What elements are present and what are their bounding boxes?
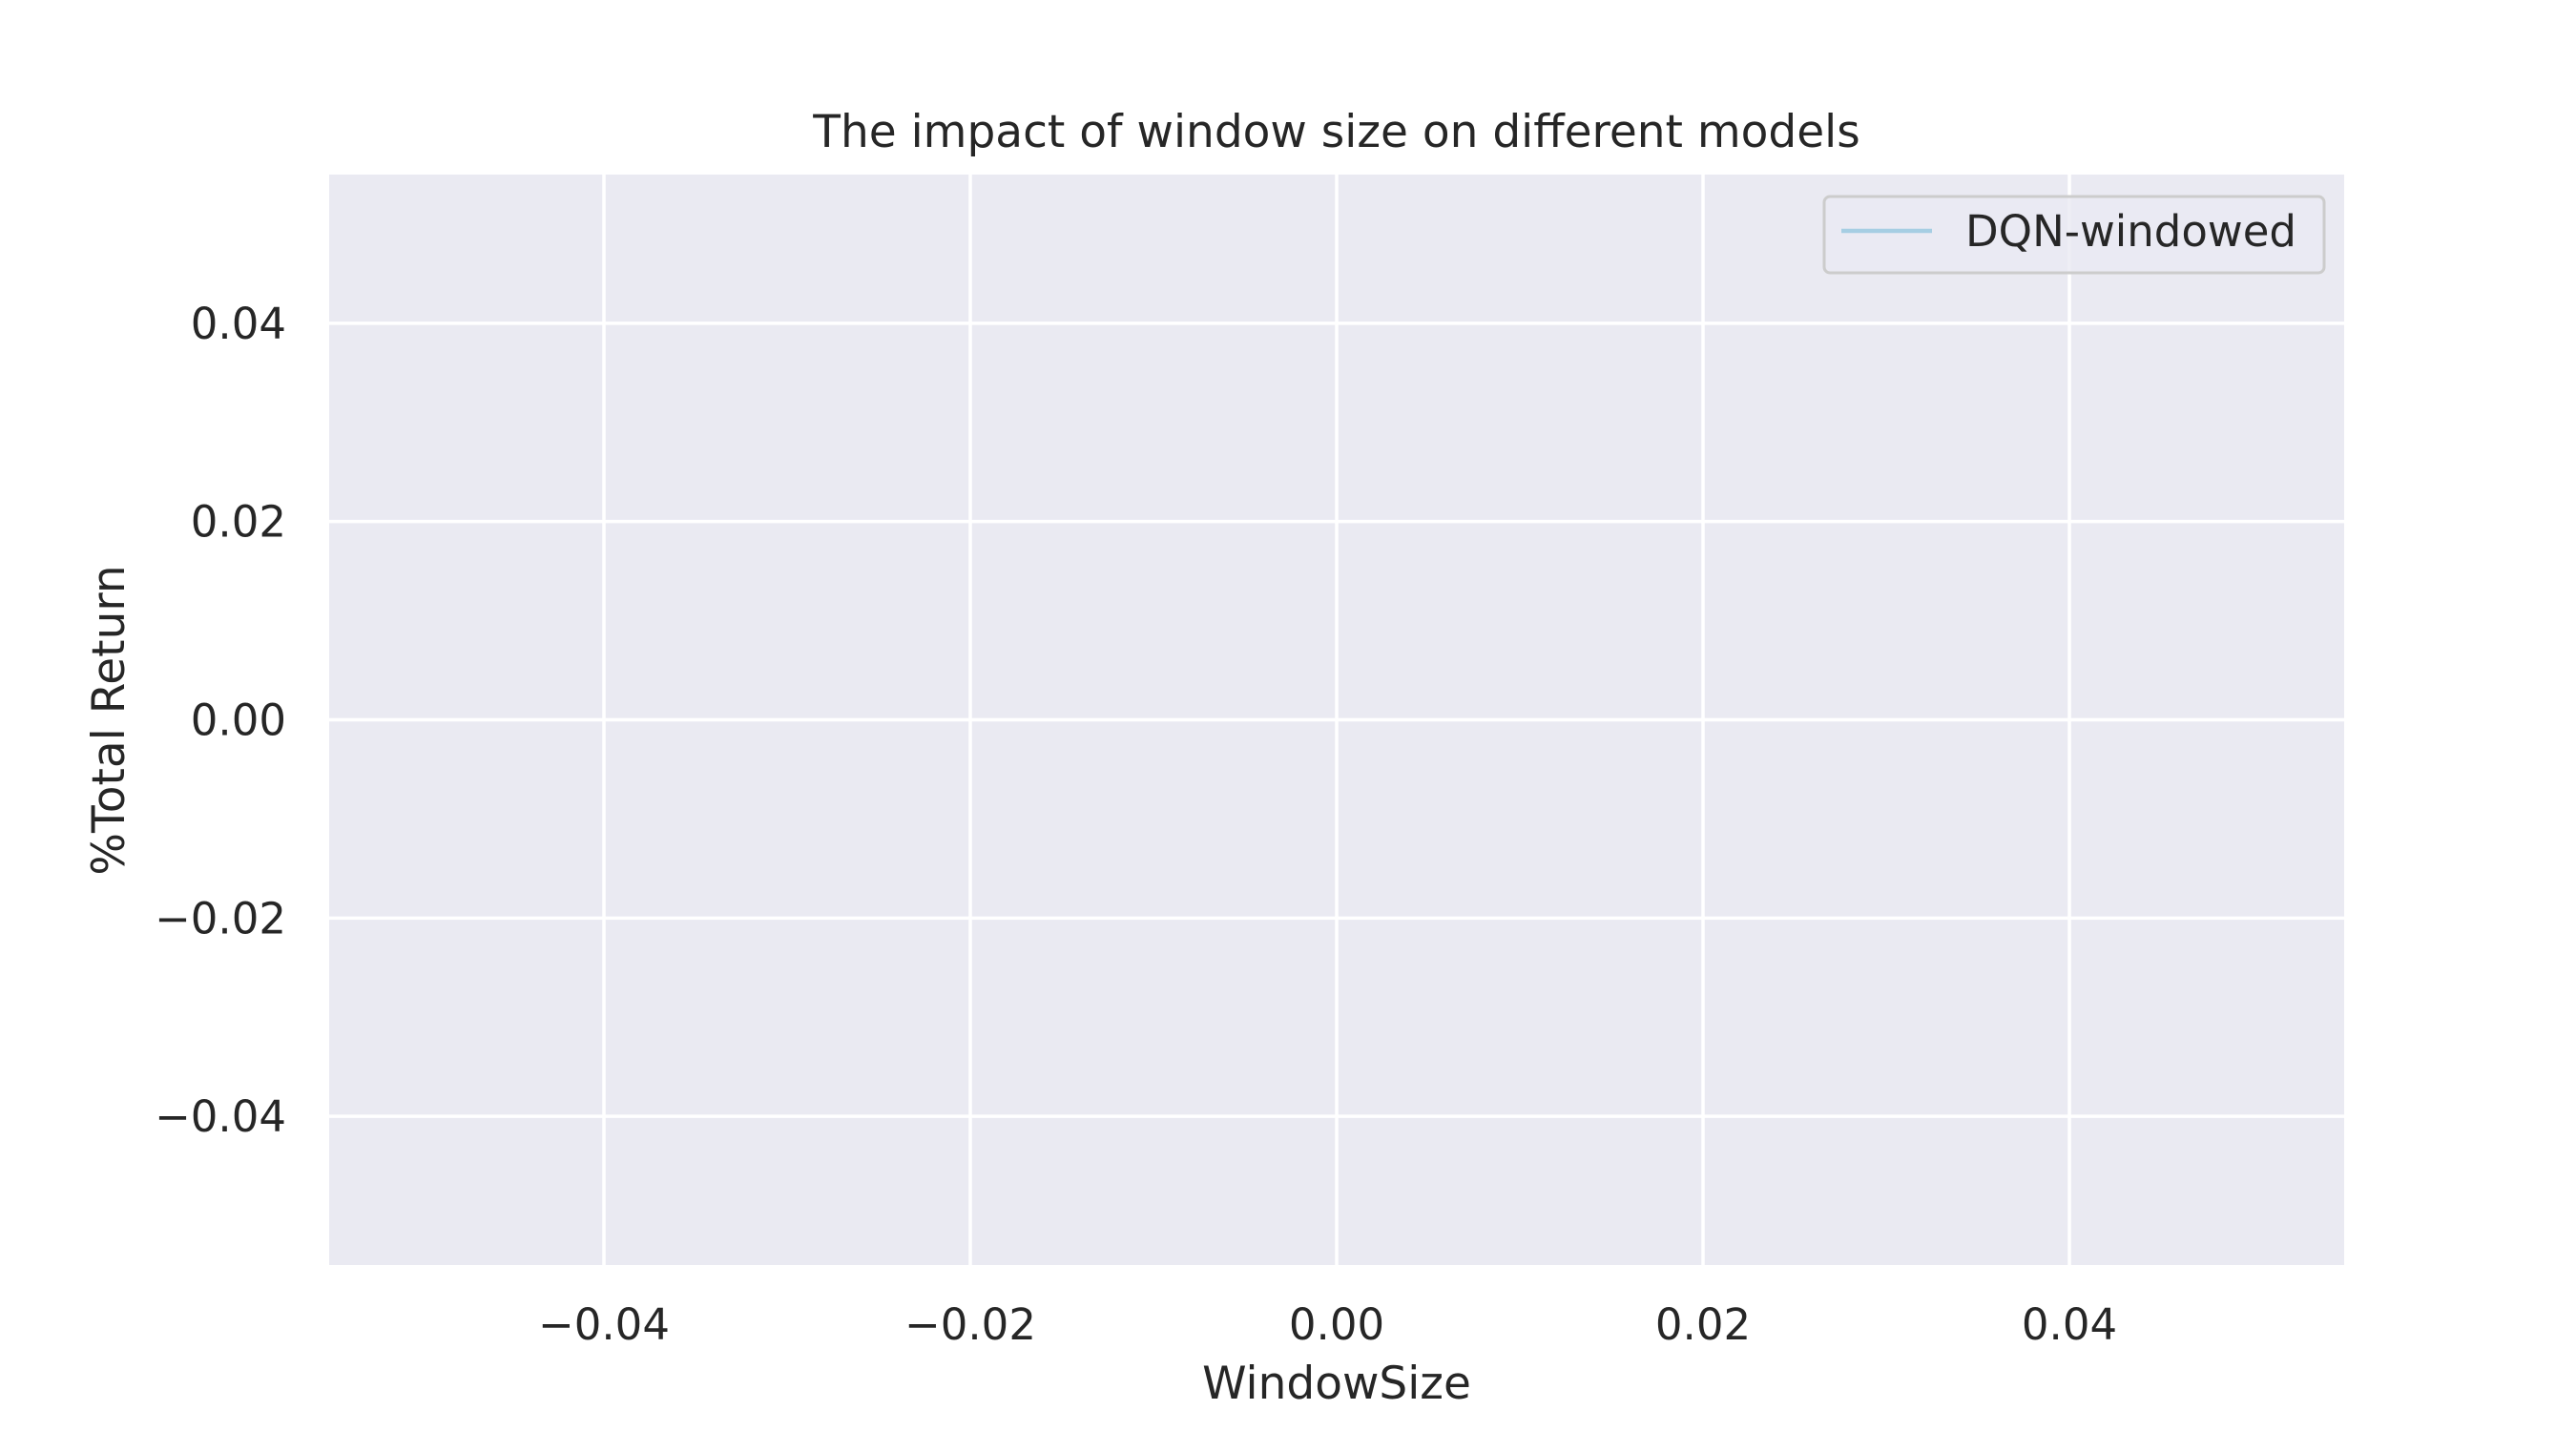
legend: DQN-windowed — [1822, 195, 2326, 275]
y-tick-label: −0.04 — [155, 1091, 286, 1142]
legend-box — [1822, 195, 2326, 275]
tick-labels: −0.04 −0.02 0.00 0.02 0.04 −0.04 −0.02 0.00 0.02… — [155, 299, 2117, 1350]
grid — [329, 175, 2344, 1265]
x-tick-label: 0.04 — [2022, 1299, 2117, 1350]
y-axis-label: %Total Return — [83, 565, 135, 875]
y-tick-label: −0.02 — [155, 893, 286, 944]
y-tick-label: 0.00 — [191, 695, 286, 746]
chart-title: The impact of window size on different m… — [812, 106, 1859, 158]
x-tick-label: 0.02 — [1655, 1299, 1751, 1350]
x-tick-label: 0.00 — [1289, 1299, 1384, 1350]
x-tick-label: −0.02 — [904, 1299, 1036, 1350]
x-axis-label: WindowSize — [1202, 1358, 1471, 1410]
legend-label-dqn-windowed: DQN-windowed — [1965, 206, 2296, 257]
y-tick-label: 0.02 — [191, 497, 286, 548]
y-tick-label: 0.04 — [191, 299, 286, 349]
x-tick-label: −0.04 — [538, 1299, 670, 1350]
